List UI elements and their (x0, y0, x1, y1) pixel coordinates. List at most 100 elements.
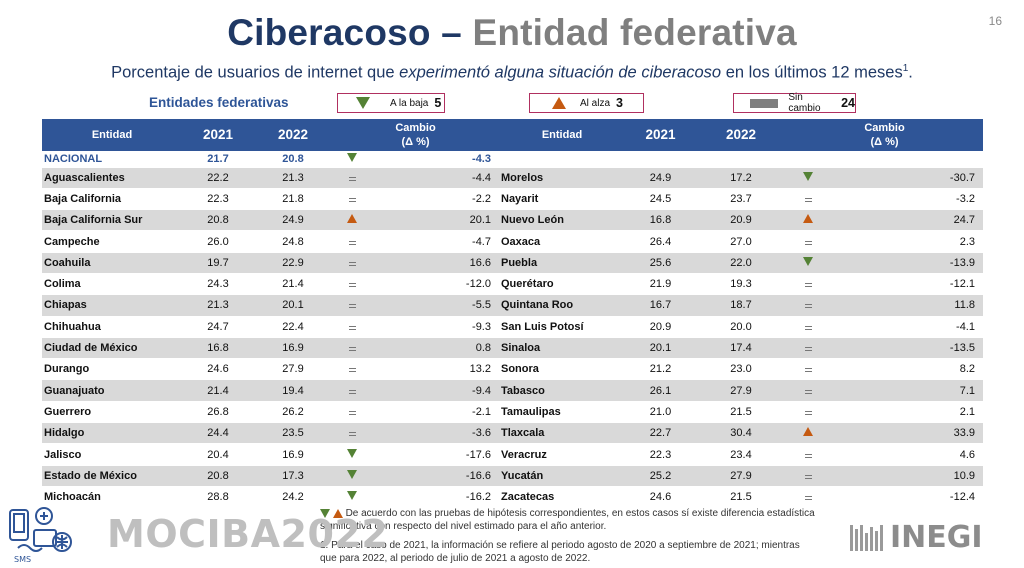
no-change-icon (804, 283, 812, 288)
table-row: Chihuahua 24.7 22.4 -9.3 San Luis Potosí 20.9… (42, 316, 983, 338)
change-value: -16.2 (372, 486, 499, 509)
trend-cell (332, 316, 372, 338)
trend-cell-right (786, 316, 830, 338)
entity-name-right: Veracruz (499, 443, 625, 466)
trend-cell-right (786, 337, 830, 360)
table-row: Durango 24.6 27.9 13.2 Sonora 21.2 23.0 8.2 (42, 358, 983, 381)
trend-cell-right (786, 486, 830, 509)
change-value-right: -12.4 (830, 486, 983, 509)
value-2021-right: 24.9 (625, 167, 696, 189)
value-2022: 26.2 (254, 401, 332, 424)
value-2022-right: 27.0 (696, 230, 786, 253)
entity-name: Chihuahua (42, 316, 182, 338)
change-value: -4.4 (372, 167, 499, 189)
no-change-icon (804, 240, 812, 245)
entity-name: NACIONAL (42, 151, 182, 168)
value-2022-right: 18.7 (696, 294, 786, 317)
table-row: Baja California Sur 20.8 24.9 20.1 Nuevo Leó… (42, 209, 983, 232)
trend-cell (332, 151, 372, 168)
no-change-icon (804, 474, 812, 479)
value-2022-right: 30.4 (696, 422, 786, 445)
trend-cell-right (786, 209, 830, 232)
table-row: Michoacán 28.8 24.2 -16.2 Zacatecas 24.6 21.5 -… (42, 486, 983, 509)
header-2021-right: 2021 (625, 119, 696, 151)
value-2021-right: 21.0 (625, 401, 696, 424)
entity-name: Jalisco (42, 443, 182, 466)
trend-cell (332, 422, 372, 445)
empty-cell (830, 151, 983, 168)
table-row: Estado de México 20.8 17.3 -16.6 Yucatán 25.2… (42, 465, 983, 487)
entity-name: Guerrero (42, 401, 182, 424)
value-2022: 21.4 (254, 273, 332, 296)
value-2021-right: 21.2 (625, 358, 696, 381)
change-value-right: 11.8 (830, 294, 983, 317)
change-value: 13.2 (372, 358, 499, 381)
header-entidad-right: Entidad (499, 119, 625, 151)
cyberbullying-icons: SMS (9, 507, 72, 564)
value-2021: 26.8 (182, 401, 254, 424)
change-value-right: 2.1 (830, 401, 983, 424)
change-value: -9.4 (372, 379, 499, 402)
change-value-right: 33.9 (830, 422, 983, 445)
table-row: Campeche 26.0 24.8 -4.7 Oaxaca 26.4 27.0 2.3 (42, 230, 983, 253)
header-2021: 2021 (182, 119, 254, 151)
down-triangle-icon (803, 256, 813, 266)
header-2022-right: 2022 (696, 119, 786, 151)
legend-baja-label: A la baja (390, 97, 429, 109)
legend-alza-count: 3 (616, 96, 623, 110)
value-2021: 20.8 (182, 209, 254, 232)
mociba-logo: MOCIBA2022 (107, 512, 389, 556)
subtitle-after: en los últimos 12 meses (721, 63, 903, 82)
value-2021-right: 24.5 (625, 188, 696, 211)
down-triangle-icon (347, 469, 357, 479)
trend-cell (332, 465, 372, 487)
change-value-right: -30.7 (830, 167, 983, 189)
change-value: -12.0 (372, 273, 499, 296)
entity-name: Coahuila (42, 252, 182, 274)
trend-cell (332, 443, 372, 466)
value-2021-right: 25.2 (625, 465, 696, 487)
change-value-right: 7.1 (830, 379, 983, 402)
value-2021: 24.6 (182, 358, 254, 381)
value-2021: 19.7 (182, 252, 254, 274)
table-header: Entidad 2021 2022 Cambio (Δ %) Entidad 20… (42, 119, 983, 151)
trend-cell-right (786, 273, 830, 296)
entity-name-right: San Luis Potosí (499, 316, 625, 338)
change-value-right: -4.1 (830, 316, 983, 338)
entity-name-right: Tlaxcala (499, 422, 625, 445)
no-change-icon (348, 410, 356, 415)
value-2022-right: 20.9 (696, 209, 786, 232)
entity-name: Colima (42, 273, 182, 296)
change-value: 16.6 (372, 252, 499, 274)
footnote-1-text: De acuerdo con las pruebas de hipótesis … (320, 508, 815, 532)
trend-cell (332, 230, 372, 253)
value-2022-right: 27.9 (696, 379, 786, 402)
subtitle-sup: 1 (902, 63, 909, 74)
value-2021: 16.8 (182, 337, 254, 360)
no-change-icon (348, 261, 356, 266)
change-value-right: -13.9 (830, 252, 983, 274)
trend-cell-right (786, 230, 830, 253)
value-2022-right: 17.4 (696, 337, 786, 360)
value-2022: 20.8 (254, 151, 332, 168)
empty-cell (625, 151, 696, 168)
down-triangle-icon (320, 508, 330, 518)
no-change-icon (804, 304, 812, 309)
no-change-icon (348, 176, 356, 181)
change-value: -2.2 (372, 188, 499, 211)
entity-name: Baja California (42, 188, 182, 211)
value-2021-right: 21.9 (625, 273, 696, 296)
trend-cell (332, 273, 372, 296)
change-value: -16.6 (372, 465, 499, 487)
no-change-icon (348, 240, 356, 245)
value-2022-right: 21.5 (696, 401, 786, 424)
subtitle-italic: experimentó alguna situación de ciberaco… (399, 63, 722, 82)
legend-alza-label: Al alza (580, 97, 611, 109)
entity-name-right: Tabasco (499, 379, 625, 402)
value-2021: 24.3 (182, 273, 254, 296)
inegi-logo: INEGI (850, 520, 983, 555)
change-value: -17.6 (372, 443, 499, 466)
entity-name: Campeche (42, 230, 182, 253)
no-change-icon (348, 325, 356, 330)
value-2021-right: 25.6 (625, 252, 696, 274)
